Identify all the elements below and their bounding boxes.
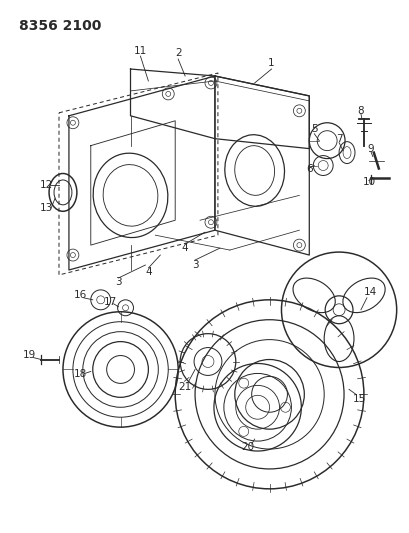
Text: 13: 13 <box>39 203 53 213</box>
Text: 19: 19 <box>22 350 36 360</box>
Text: 16: 16 <box>74 290 87 300</box>
Text: 3: 3 <box>115 277 121 287</box>
Text: 7: 7 <box>335 134 342 144</box>
Text: 8356 2100: 8356 2100 <box>19 19 101 33</box>
Text: 11: 11 <box>133 46 147 56</box>
Text: 3: 3 <box>191 260 198 270</box>
Text: 15: 15 <box>351 394 365 405</box>
Text: 12: 12 <box>39 181 53 190</box>
Text: 4: 4 <box>145 267 151 277</box>
Text: 8: 8 <box>357 106 363 116</box>
Text: 18: 18 <box>74 369 87 379</box>
Text: 21: 21 <box>178 382 191 392</box>
Text: 2: 2 <box>175 48 181 58</box>
Text: 10: 10 <box>362 177 375 188</box>
Text: 5: 5 <box>310 124 317 134</box>
Text: 20: 20 <box>240 442 254 452</box>
Text: 1: 1 <box>267 58 274 68</box>
Text: 6: 6 <box>305 164 312 174</box>
Text: 14: 14 <box>363 287 377 297</box>
Text: 9: 9 <box>366 143 373 154</box>
Text: 4: 4 <box>181 243 188 253</box>
Text: 17: 17 <box>104 297 117 307</box>
